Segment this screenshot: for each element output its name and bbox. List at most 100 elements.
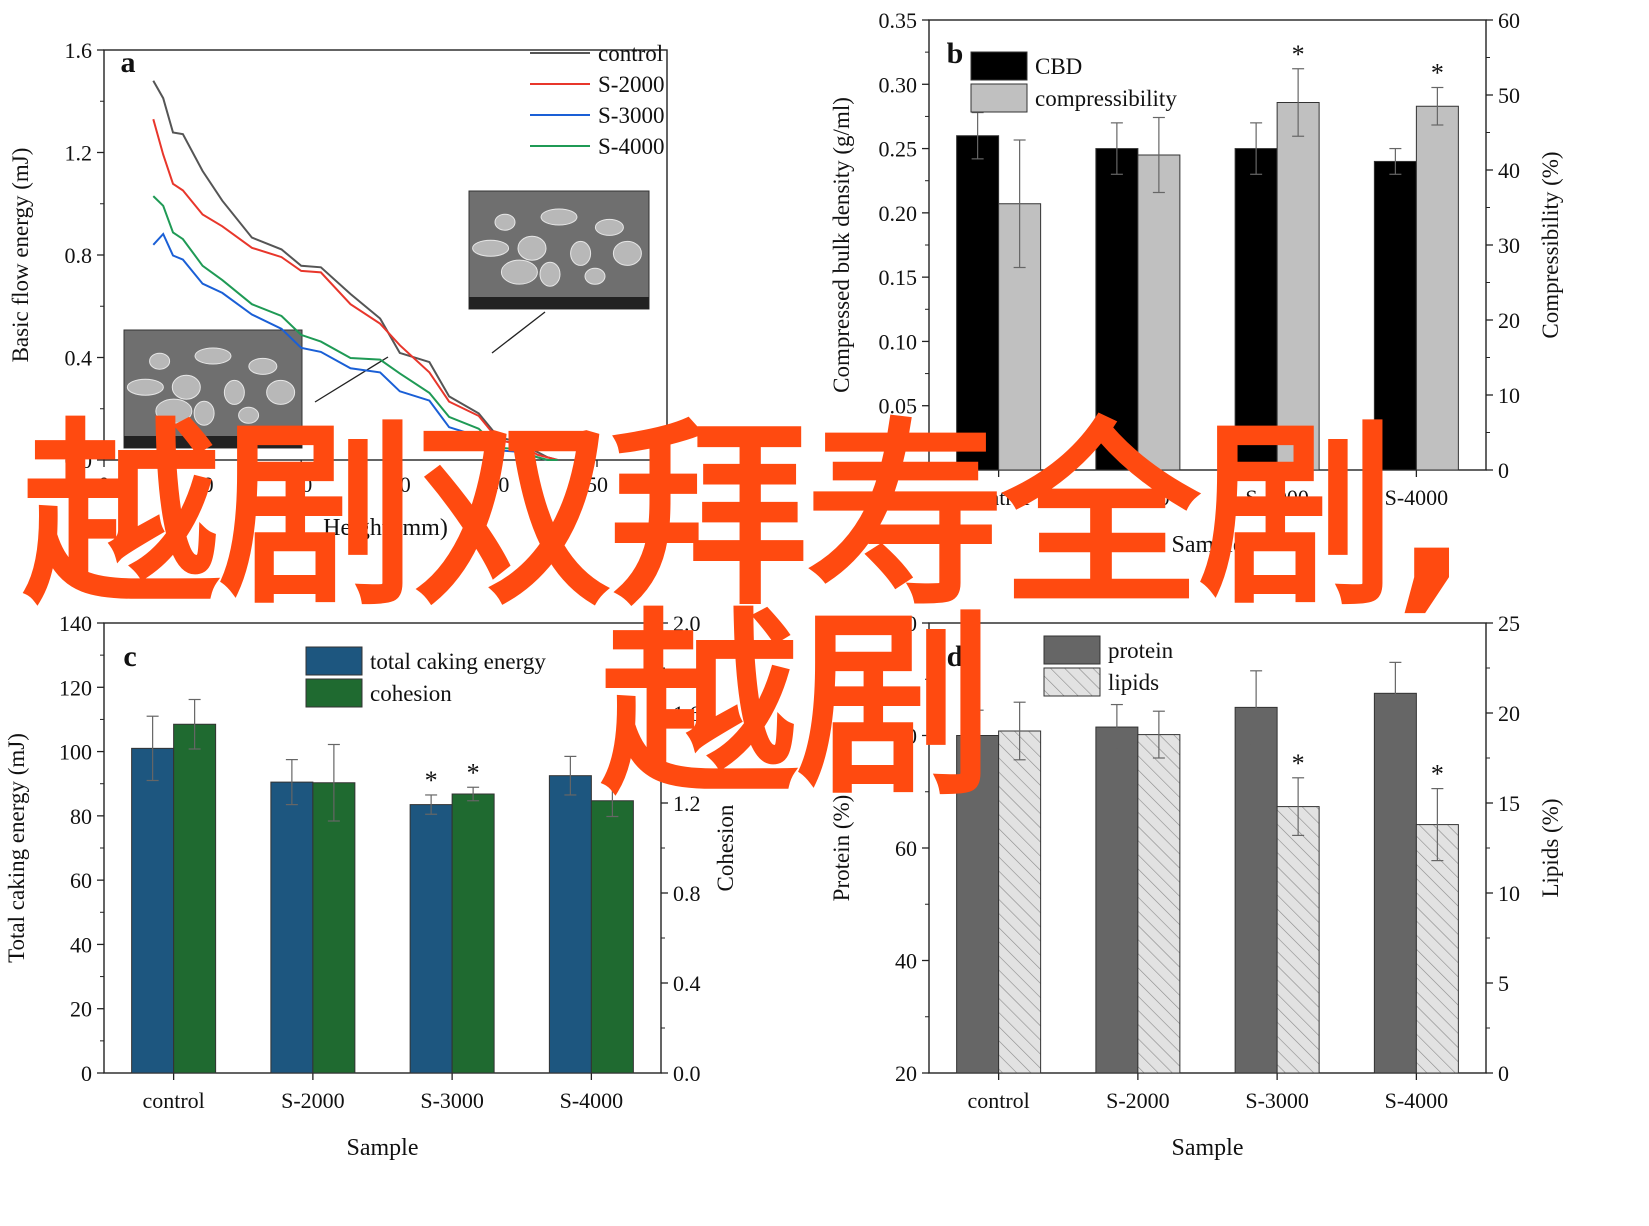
y-tick-label: 0.0 bbox=[65, 448, 93, 473]
bar-cohesion bbox=[590, 800, 634, 1074]
legend-label: cohesion bbox=[370, 681, 452, 706]
arrow-line bbox=[491, 311, 546, 354]
significance-star: * bbox=[1292, 749, 1305, 778]
particle bbox=[584, 267, 606, 285]
particle bbox=[171, 374, 201, 400]
x-tick-label: 50 bbox=[586, 472, 608, 497]
y2-tick-label: 0.8 bbox=[673, 881, 701, 906]
panel-label: b bbox=[947, 37, 964, 70]
x-tick-label: S-3000 bbox=[1245, 1088, 1309, 1113]
y2-tick-label: 40 bbox=[1498, 158, 1520, 183]
particle bbox=[594, 218, 624, 236]
y-axis-label: Total caking energy (mJ) bbox=[4, 733, 29, 963]
legend-label: S-2000 bbox=[598, 72, 664, 97]
particle bbox=[472, 239, 510, 257]
sem-image-bottom bbox=[123, 329, 303, 449]
legend-label: S-4000 bbox=[598, 134, 664, 159]
x-axis-label: Sample bbox=[347, 1135, 419, 1161]
significance-star: * bbox=[1292, 40, 1305, 69]
panel-label: d bbox=[947, 640, 964, 673]
significance-star: * bbox=[425, 766, 438, 795]
particle bbox=[223, 379, 245, 405]
y-tick-label: 0 bbox=[81, 1061, 92, 1086]
panel-label: a bbox=[121, 46, 136, 79]
y-tick-label: 60 bbox=[70, 868, 92, 893]
x-tick-label: S-4000 bbox=[560, 1088, 624, 1113]
particle bbox=[193, 400, 215, 426]
particle bbox=[500, 259, 538, 285]
y-tick-label: 1.2 bbox=[65, 141, 93, 166]
bar-lipids bbox=[1276, 806, 1320, 1074]
series-line-S-4000 bbox=[152, 195, 558, 461]
y2-tick-label: 5 bbox=[1498, 971, 1509, 996]
y2-tick-label: 30 bbox=[1498, 233, 1520, 258]
legend-swatch bbox=[305, 678, 363, 708]
y-tick-label: 0.05 bbox=[879, 394, 918, 419]
y2-tick-label: 50 bbox=[1498, 83, 1520, 108]
bar-CBD bbox=[1234, 148, 1278, 471]
bar-CBD bbox=[1373, 160, 1417, 471]
legend-swatch bbox=[305, 646, 363, 676]
legend-swatch bbox=[970, 83, 1028, 113]
bar-total-caking-energy bbox=[548, 775, 592, 1074]
bar-cohesion bbox=[451, 793, 495, 1074]
legend-label: total caking energy bbox=[370, 649, 546, 674]
sem-scale-bar bbox=[469, 297, 649, 309]
y-tick-label: 20 bbox=[895, 1061, 917, 1086]
panel-d: 20 40 60 80 100 0 5 10 15 20 25 control S-2000 S-3000… bbox=[829, 611, 1563, 1161]
y2-axis-label: Compressibility (%) bbox=[1538, 151, 1563, 338]
sem-scale-bar bbox=[124, 436, 302, 448]
y2-tick-label: 2.0 bbox=[673, 611, 701, 636]
x-tick-label: S-4000 bbox=[1385, 1088, 1449, 1113]
y2-tick-label: 15 bbox=[1498, 791, 1520, 816]
bar-lipids bbox=[1137, 734, 1181, 1074]
y2-tick-label: 10 bbox=[1498, 383, 1520, 408]
bar-total-caking-energy bbox=[270, 781, 314, 1074]
legend-swatch bbox=[1043, 667, 1101, 697]
y-tick-label: 120 bbox=[59, 675, 92, 700]
x-tick-label: S-2000 bbox=[1106, 485, 1170, 510]
particle bbox=[238, 406, 260, 424]
y-tick-label: 0.4 bbox=[65, 346, 93, 371]
y2-tick-label: 60 bbox=[1498, 8, 1520, 33]
particle bbox=[155, 398, 193, 424]
particle bbox=[126, 378, 164, 396]
bar-CBD bbox=[1095, 148, 1139, 471]
bar-compressibility bbox=[1137, 154, 1181, 471]
arrow-line bbox=[314, 356, 389, 403]
legend-label: compressibility bbox=[1035, 86, 1177, 111]
x-tick-label: S-2000 bbox=[1106, 1088, 1170, 1113]
particle bbox=[494, 213, 516, 231]
y-tick-label: 0.8 bbox=[65, 243, 93, 268]
particle bbox=[539, 261, 561, 287]
particle bbox=[149, 352, 171, 370]
bar-lipids bbox=[1415, 824, 1459, 1074]
panel-b: 0.00 0.05 0.10 0.15 0.20 0.25 0.30 0.35 0 10 20 30 4… bbox=[829, 8, 1563, 558]
x-tick-label: S-2000 bbox=[281, 1088, 345, 1113]
particle bbox=[540, 208, 578, 226]
panel-label: c bbox=[123, 640, 136, 673]
y-axis-label: Protein (%) bbox=[829, 795, 854, 902]
x-axis-label: Height (mm) bbox=[323, 515, 448, 541]
y2-tick-label: 25 bbox=[1498, 611, 1520, 636]
bar-compressibility bbox=[1415, 105, 1459, 471]
y-tick-label: 1.6 bbox=[65, 38, 93, 63]
bar-compressibility bbox=[1276, 102, 1320, 471]
x-tick-label: 30 bbox=[389, 472, 411, 497]
bar-cohesion bbox=[173, 723, 217, 1074]
y-tick-label: 140 bbox=[59, 611, 92, 636]
series-line-S-3000 bbox=[152, 232, 558, 461]
y-tick-label: 100 bbox=[59, 740, 92, 765]
y-tick-label: 80 bbox=[895, 724, 917, 749]
sem-image-top bbox=[468, 190, 650, 310]
particle bbox=[517, 235, 547, 261]
y-tick-label: 0.00 bbox=[879, 458, 918, 483]
series-line-S-2000 bbox=[152, 118, 558, 461]
bar-protein bbox=[956, 735, 1000, 1074]
x-tick-label: 20 bbox=[290, 472, 312, 497]
panel-a: 0.0 0.4 0.8 1.2 1.6 0 10 20 30 40 50 Height (mm) Bas… bbox=[8, 38, 668, 541]
y2-tick-label: 20 bbox=[1498, 701, 1520, 726]
bar-total-caking-energy bbox=[409, 804, 453, 1074]
x-tick-label: 40 bbox=[487, 472, 509, 497]
